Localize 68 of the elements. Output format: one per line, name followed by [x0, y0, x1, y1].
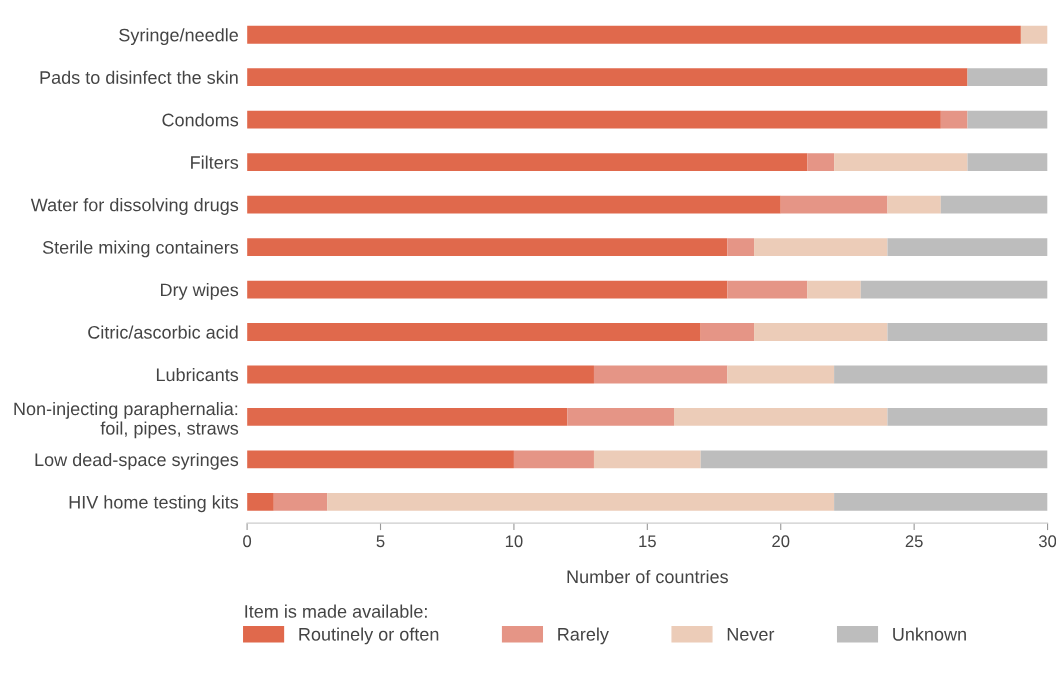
bar — [727, 280, 808, 299]
bar — [860, 280, 1048, 299]
y-tick-label: Sterile mixing containers — [42, 240, 239, 258]
y-tick-label: Lubricants — [156, 367, 239, 382]
bar — [247, 408, 568, 426]
bar — [834, 365, 1048, 384]
y-tick-label: Non-injecting paraphernalia: foil, pipes, straws — [14, 402, 239, 439]
bar — [674, 408, 888, 426]
bar — [754, 323, 888, 341]
bar — [700, 323, 755, 341]
bar — [727, 238, 755, 256]
x-tick-label: 0 — [243, 535, 252, 548]
bar — [807, 280, 861, 299]
bar — [327, 492, 835, 511]
bar — [940, 110, 968, 129]
bar — [247, 492, 274, 511]
bar — [247, 68, 968, 87]
bar — [967, 153, 1048, 172]
legend-label: Rarely — [558, 627, 609, 645]
legend-label: Never — [727, 628, 775, 641]
bar — [247, 110, 941, 129]
x-tick-label: 15 — [639, 535, 656, 548]
bar — [247, 25, 1021, 44]
x-tick-label: 30 — [1038, 535, 1056, 548]
x-axis-title: Number of countries — [567, 569, 728, 584]
y-tick-label: Pads to disinfect the skin — [40, 70, 238, 84]
y-tick-label: Dry wipes — [161, 283, 239, 300]
bar — [887, 195, 941, 214]
bar — [247, 365, 594, 384]
x-tick-label: 20 — [772, 535, 790, 548]
bar — [247, 195, 781, 214]
x-tick-label: 5 — [376, 535, 385, 548]
y-tick-label: Water for dissolving drugs — [30, 198, 239, 215]
bar — [513, 450, 594, 469]
bar — [247, 280, 728, 299]
bar — [593, 450, 701, 469]
bar — [807, 153, 835, 172]
bar — [940, 195, 1048, 214]
bar — [247, 450, 514, 469]
bar — [700, 450, 1048, 469]
bar — [247, 153, 808, 172]
x-tick-label: 10 — [505, 535, 523, 548]
bar — [780, 195, 888, 214]
bar — [887, 323, 1048, 341]
legend-title: Item is made available: — [245, 604, 427, 618]
legend-label: Unknown — [893, 627, 966, 641]
bar — [247, 238, 728, 256]
bar — [273, 492, 328, 511]
y-tick-label: Condoms — [162, 113, 239, 127]
y-tick-label: Filters — [191, 155, 239, 169]
y-tick-label: Syringe/needle — [119, 28, 238, 46]
legend-label: Routinely or often — [299, 627, 439, 645]
x-tick-label: 25 — [905, 535, 923, 548]
bar — [834, 153, 968, 172]
bar — [1020, 25, 1048, 44]
y-tick-label: Low dead-space syringes — [35, 452, 239, 470]
y-tick-label: Citric/ascorbic acid — [88, 325, 238, 339]
bar — [887, 408, 1048, 426]
bar — [247, 323, 701, 341]
bar — [727, 365, 835, 384]
bar — [567, 408, 675, 426]
bar — [967, 68, 1048, 87]
bar — [887, 238, 1048, 256]
bar — [593, 365, 728, 384]
y-tick-label: HIV home testing kits — [69, 495, 239, 513]
bar — [967, 110, 1048, 129]
bar — [834, 492, 1048, 511]
bar — [754, 238, 888, 256]
